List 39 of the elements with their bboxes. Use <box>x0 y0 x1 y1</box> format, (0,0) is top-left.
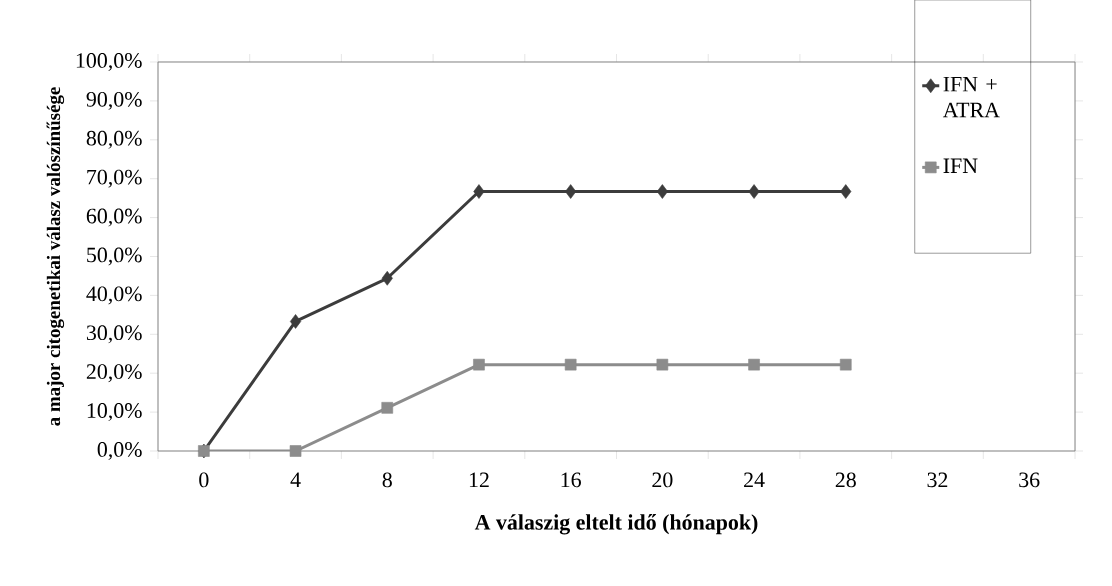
point <box>565 184 577 199</box>
y-tick-label: 90,0% <box>86 91 142 110</box>
point <box>840 184 852 199</box>
x-tick-label: 8 <box>382 472 392 488</box>
x-axis-title: A válaszig eltelt idő (hónapok) <box>474 514 758 535</box>
point <box>381 270 393 286</box>
point <box>564 358 577 371</box>
point <box>289 445 302 457</box>
x-tick-label: 0 <box>199 472 209 488</box>
y-tick-label: 10,0% <box>87 403 142 422</box>
y-tick-label: 70,0% <box>87 169 142 188</box>
x-tick-label: 12 <box>469 472 489 488</box>
point <box>473 184 485 199</box>
point <box>748 184 760 199</box>
point <box>473 358 485 371</box>
point <box>381 402 394 414</box>
x-tick-label: 4 <box>290 472 301 487</box>
legend-label: IFN <box>943 158 978 173</box>
y-tick-label: 40,0% <box>86 286 142 305</box>
y-axis-title: a major citogenetikai válasz valószínűsége <box>46 87 65 426</box>
x-tick-label: 28 <box>835 472 856 488</box>
x-tick-label: 36 <box>1019 472 1040 488</box>
y-tick-label: 60,0% <box>86 208 142 227</box>
legend-label: IFN + ATRA <box>942 76 1000 118</box>
point <box>656 358 669 371</box>
point <box>656 184 668 199</box>
y-tick-label: 50,0% <box>87 247 142 266</box>
y-tick-label: 30,0% <box>86 325 142 344</box>
x-tick-label: 20 <box>652 472 673 488</box>
point <box>839 358 852 371</box>
x-tick-label: 16 <box>561 472 581 488</box>
y-tick-label: 20,0% <box>86 364 142 383</box>
x-tick-label: 24 <box>744 472 765 488</box>
y-tick-label: 80,0% <box>86 130 142 149</box>
y-tick-label: 0,0% <box>97 442 142 460</box>
point <box>290 314 302 329</box>
y-tick-label: 100,0% <box>76 53 142 71</box>
point <box>748 358 760 371</box>
x-tick-label: 32 <box>927 472 948 488</box>
